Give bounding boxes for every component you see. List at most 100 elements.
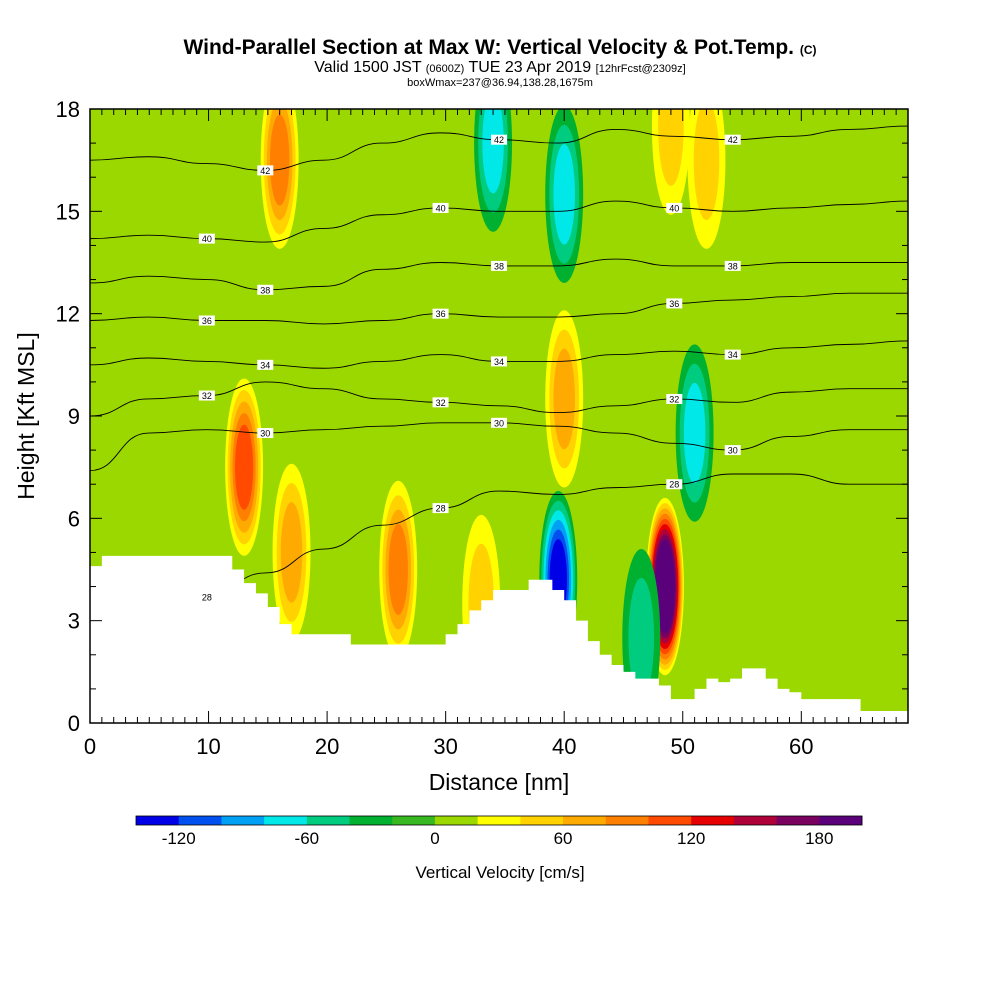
y-axis-label: Height [Kft MSL] bbox=[13, 332, 39, 499]
y-tick-label: 6 bbox=[68, 506, 80, 531]
theta-label-box bbox=[432, 397, 449, 408]
theta-label-box bbox=[724, 260, 741, 271]
theta-label-box bbox=[198, 315, 215, 326]
colorbar-swatch bbox=[349, 816, 393, 825]
x-tick-label: 30 bbox=[433, 734, 457, 759]
theta-label: 38 bbox=[728, 261, 738, 271]
theta-label-box bbox=[257, 428, 274, 439]
theta-label-box bbox=[724, 445, 741, 456]
colorbar-swatch bbox=[520, 816, 564, 825]
theta-label-box bbox=[724, 134, 741, 145]
theta-label-box bbox=[724, 349, 741, 360]
theta-label: 34 bbox=[260, 360, 270, 370]
colorbar-tick-label: 0 bbox=[430, 829, 439, 848]
theta-label: 42 bbox=[494, 135, 504, 145]
colorbar-swatch bbox=[264, 816, 308, 825]
theta-label: 36 bbox=[669, 299, 679, 309]
theta-label: 28 bbox=[436, 504, 446, 514]
updraft-core bbox=[553, 348, 575, 450]
theta-label: 40 bbox=[202, 234, 212, 244]
colorbar-swatch bbox=[733, 816, 777, 825]
y-tick-label: 0 bbox=[68, 711, 80, 736]
copyright-mark: (C) bbox=[799, 43, 817, 57]
box-info: boxWmax=237@36.94,138.28,1675m bbox=[407, 77, 593, 89]
theta-label: 32 bbox=[436, 398, 446, 408]
chart-subtitle: Valid 1500 JST (0600Z) TUE 23 Apr 2019 [… bbox=[0, 59, 1000, 77]
valid-date: TUE 23 Apr 2019 bbox=[468, 59, 592, 76]
theta-label: 42 bbox=[260, 166, 270, 176]
y-tick-label: 12 bbox=[56, 302, 80, 327]
theta-label: 42 bbox=[728, 135, 738, 145]
theta-contour bbox=[90, 292, 908, 325]
colorbar-swatch bbox=[434, 816, 479, 825]
theta-label: 34 bbox=[494, 357, 504, 367]
theta-label: 28 bbox=[202, 592, 212, 602]
updraft-core bbox=[388, 524, 408, 615]
y-tick-label: 15 bbox=[56, 199, 80, 224]
theta-label-box bbox=[432, 503, 449, 514]
theta-contour bbox=[90, 200, 908, 243]
theta-label: 34 bbox=[728, 350, 738, 360]
updraft-core bbox=[658, 109, 684, 186]
colorbar-tick-label: 180 bbox=[805, 829, 833, 848]
x-axis-label: Distance [nm] bbox=[429, 769, 570, 795]
theta-label-box bbox=[491, 134, 507, 145]
theta-label-box bbox=[257, 359, 274, 370]
chart-title-main: Wind-Parallel Section at Max W: Vertical… bbox=[183, 36, 794, 59]
colorbar-swatch bbox=[563, 816, 607, 825]
theta-label-box bbox=[432, 308, 449, 319]
x-tick-label: 0 bbox=[84, 734, 96, 759]
updraft-core bbox=[280, 502, 303, 603]
contour-labels: 28 28 28 30 30 30 32 32 32 34 34 34 36 36 36 38 38 38 40 40… bbox=[198, 134, 741, 602]
theta-label-box bbox=[666, 479, 683, 490]
colorbar-tick-label: 60 bbox=[554, 829, 573, 848]
colorbar-swatch bbox=[605, 816, 649, 825]
colorbar-swatch bbox=[477, 816, 521, 825]
theta-label-box bbox=[198, 233, 215, 244]
colorbar-tick-label: -60 bbox=[295, 829, 320, 848]
downdraft-core bbox=[628, 577, 655, 698]
y-tick-label: 9 bbox=[68, 404, 80, 429]
theta-label: 36 bbox=[436, 309, 446, 319]
x-tick-label: 50 bbox=[671, 734, 695, 759]
theta-label: 40 bbox=[669, 203, 679, 213]
downdraft-core bbox=[553, 144, 575, 245]
colorbar-swatch bbox=[819, 816, 863, 825]
colorbar-swatch bbox=[221, 816, 265, 825]
colorbar-tick-label: -120 bbox=[162, 829, 196, 848]
theta-label-box bbox=[491, 260, 507, 271]
theta-label-box bbox=[432, 202, 449, 213]
terrain-surface bbox=[90, 555, 908, 723]
colorbar-swatch bbox=[392, 816, 436, 825]
theta-label: 40 bbox=[436, 203, 446, 213]
colorbar-swatch bbox=[178, 816, 222, 825]
theta-label: 36 bbox=[202, 316, 212, 326]
theta-label: 28 bbox=[669, 480, 679, 490]
theta-label-box bbox=[666, 298, 683, 309]
theta-label: 38 bbox=[260, 285, 270, 295]
theta-label: 30 bbox=[494, 418, 504, 428]
theta-label: 32 bbox=[202, 391, 212, 401]
downdraft-core bbox=[683, 382, 706, 484]
x-tick-label: 40 bbox=[552, 734, 576, 759]
theta-label-box bbox=[257, 284, 274, 295]
theta-label-box bbox=[666, 393, 683, 404]
theta-label-box bbox=[198, 591, 215, 602]
colorbar-swatch bbox=[691, 816, 735, 825]
x-tick-label: 10 bbox=[196, 734, 220, 759]
theta-label-box bbox=[491, 417, 507, 428]
downdraft-core bbox=[482, 109, 504, 194]
colorbar-swatch bbox=[136, 816, 180, 825]
colorbar-tick-label: 120 bbox=[677, 829, 705, 848]
theta-label: 32 bbox=[669, 394, 679, 404]
x-tick-label: 20 bbox=[315, 734, 339, 759]
colorbar-swatch bbox=[776, 816, 820, 825]
theta-label: 38 bbox=[494, 261, 504, 271]
colorbar-frame bbox=[135, 815, 863, 826]
updraft-core bbox=[693, 109, 720, 221]
valid-utc: (0600Z) bbox=[425, 63, 465, 75]
updraft-core bbox=[657, 550, 673, 623]
forecast-info: [12hrFcst@2309z] bbox=[595, 63, 686, 75]
